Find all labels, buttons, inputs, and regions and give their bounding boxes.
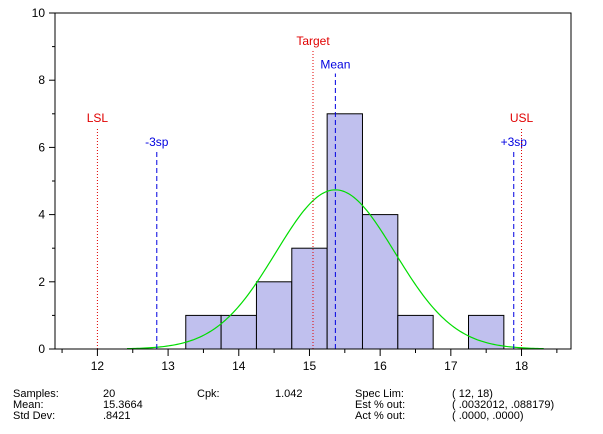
y-tick-label-0: 0 bbox=[38, 342, 45, 356]
ref-label-usl: USL bbox=[510, 111, 534, 125]
act-out-label: Act % out: bbox=[355, 410, 406, 422]
y-tick-label-4: 4 bbox=[38, 208, 45, 222]
process-capability-chart: LSL -3sp Target Mean +3sp USL 0 2 4 6 8 10 12 13 14 15… bbox=[32, 6, 572, 370]
x-tick-label-16: 16 bbox=[373, 359, 387, 370]
histogram-bar-4 bbox=[326, 113, 363, 350]
histogram-bar-6 bbox=[397, 314, 434, 350]
x-tick-label-14: 14 bbox=[232, 359, 246, 370]
stddev-label: Std Dev: bbox=[13, 410, 56, 422]
x-tick-label-17: 17 bbox=[444, 359, 458, 370]
ref-label-minus-3sp: -3sp bbox=[145, 135, 169, 149]
x-tick-label-13: 13 bbox=[161, 359, 175, 370]
x-tick-label-15: 15 bbox=[303, 359, 317, 370]
histogram-bar-1 bbox=[220, 314, 257, 350]
cpk-value: 1.042 bbox=[275, 388, 303, 400]
x-tick-label-12: 12 bbox=[91, 359, 105, 370]
cpk-label: Cpk: bbox=[197, 388, 220, 400]
histogram-bar-2 bbox=[255, 281, 293, 350]
act-out-value: ( .0000, .0000) bbox=[452, 410, 524, 422]
histogram-bar-3 bbox=[291, 247, 328, 350]
normal-curve bbox=[127, 189, 544, 350]
y-tick-label-6: 6 bbox=[38, 140, 45, 154]
histogram-bars bbox=[185, 113, 505, 350]
est-out-label: Est % out: bbox=[355, 399, 406, 411]
histogram-bar-5 bbox=[361, 214, 399, 350]
mean-value: 15.3664 bbox=[103, 399, 143, 411]
stddev-value: .8421 bbox=[103, 410, 131, 422]
y-tick-label-8: 8 bbox=[38, 73, 45, 87]
histogram-bar-8 bbox=[468, 314, 505, 350]
mean-label: Mean: bbox=[13, 399, 44, 411]
y-tick-label-2: 2 bbox=[38, 275, 45, 289]
reference-lines: LSL -3sp Target Mean +3sp USL bbox=[87, 34, 534, 349]
histogram-bar-0 bbox=[185, 314, 222, 350]
est-out-value: ( .0032012, .088179) bbox=[452, 399, 555, 411]
samples-label: Samples: bbox=[13, 388, 59, 400]
speclim-label: Spec Lim: bbox=[355, 388, 404, 400]
ref-label-target: Target bbox=[296, 34, 330, 48]
x-tick-label-18: 18 bbox=[515, 359, 529, 370]
ref-label-lsl: LSL bbox=[87, 111, 109, 125]
axes: 0 2 4 6 8 10 12 13 14 15 16 17 18 bbox=[32, 6, 572, 370]
samples-value: 20 bbox=[103, 388, 116, 400]
speclim-value: ( 12, 18) bbox=[452, 388, 493, 400]
ref-label-mean: Mean bbox=[320, 57, 350, 71]
ref-label-plusminus-3sp: +3sp bbox=[501, 135, 528, 149]
y-tick-label-10: 10 bbox=[32, 6, 46, 20]
